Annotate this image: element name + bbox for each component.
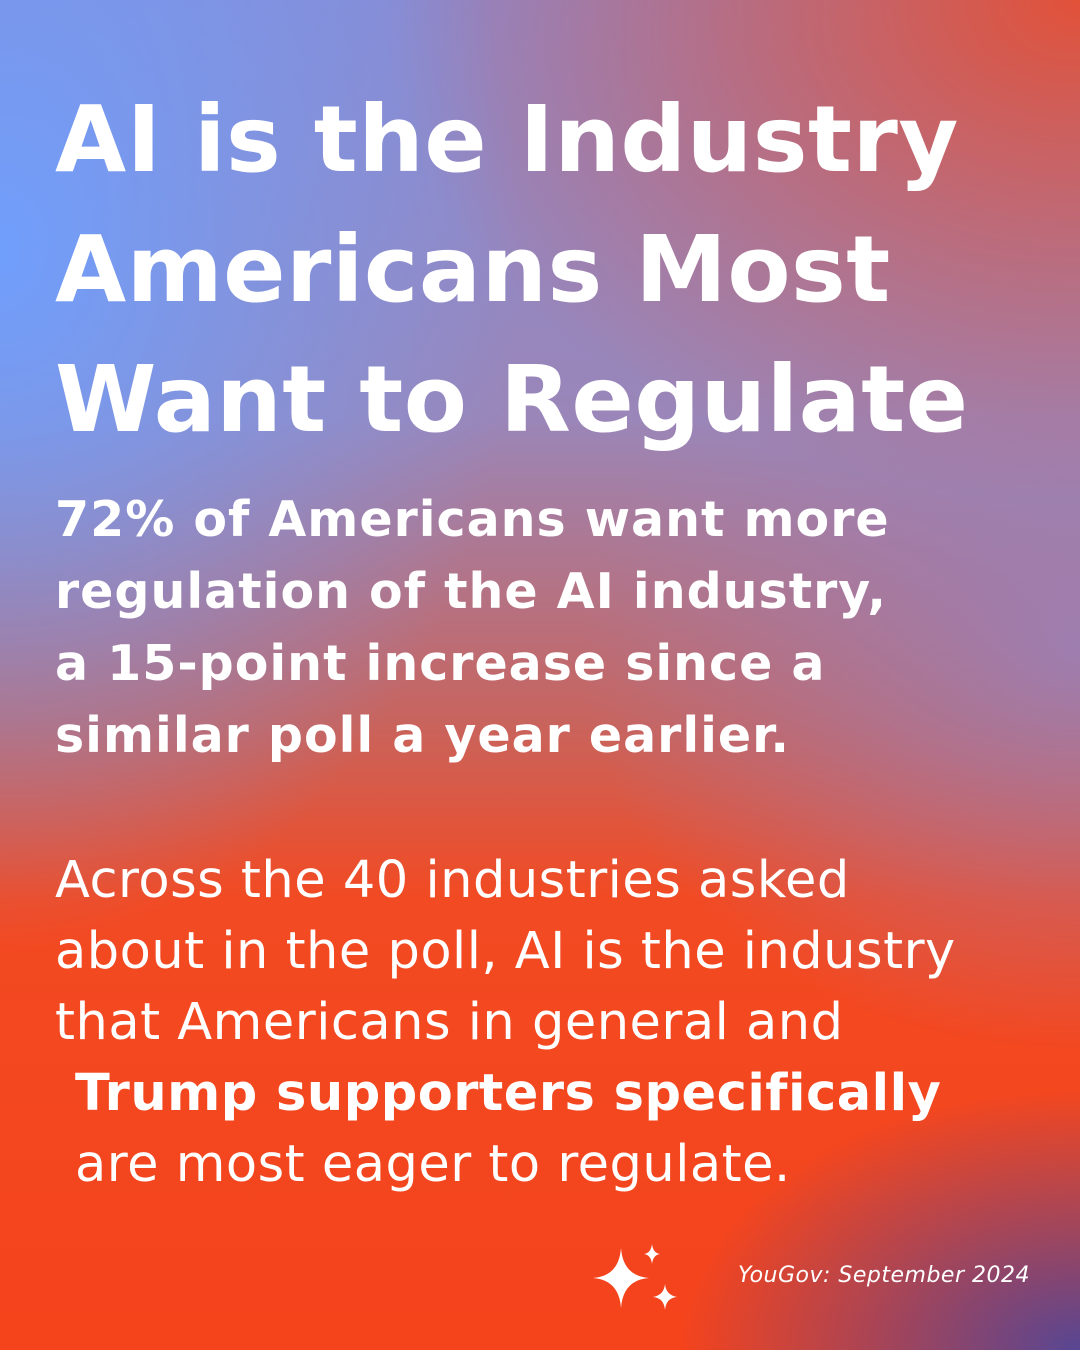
body-text: Across the 40 industries asked about in t… [55, 845, 1050, 1200]
text-line: a 15-point increase since a [55, 635, 826, 692]
text-line: about in the poll, AI is the industry [55, 922, 956, 981]
text-line: Want to Regulate [55, 346, 969, 453]
subtitle: 72% of Americans want more regulation of … [55, 484, 1050, 772]
text-line: are most eager to regulate. [75, 1135, 791, 1194]
text-line: Trump supporters specifically [75, 1064, 942, 1123]
text-line: similar poll a year earlier. [55, 707, 790, 764]
text-line: 72% of Americans want more [55, 491, 890, 548]
source: YouGov: September 2024 [738, 1263, 1030, 1288]
sparkle-icon [593, 1244, 677, 1310]
text-line: Across the 40 industries asked [55, 851, 850, 910]
text-line: that Americans in general and [55, 993, 844, 1052]
text-line: Americans Most [55, 216, 891, 323]
text-line: AI is the Industry [55, 86, 959, 193]
title: AI is the Industry Americans Most Want to … [55, 75, 1050, 465]
text-line: regulation of the AI industry, [55, 563, 888, 620]
